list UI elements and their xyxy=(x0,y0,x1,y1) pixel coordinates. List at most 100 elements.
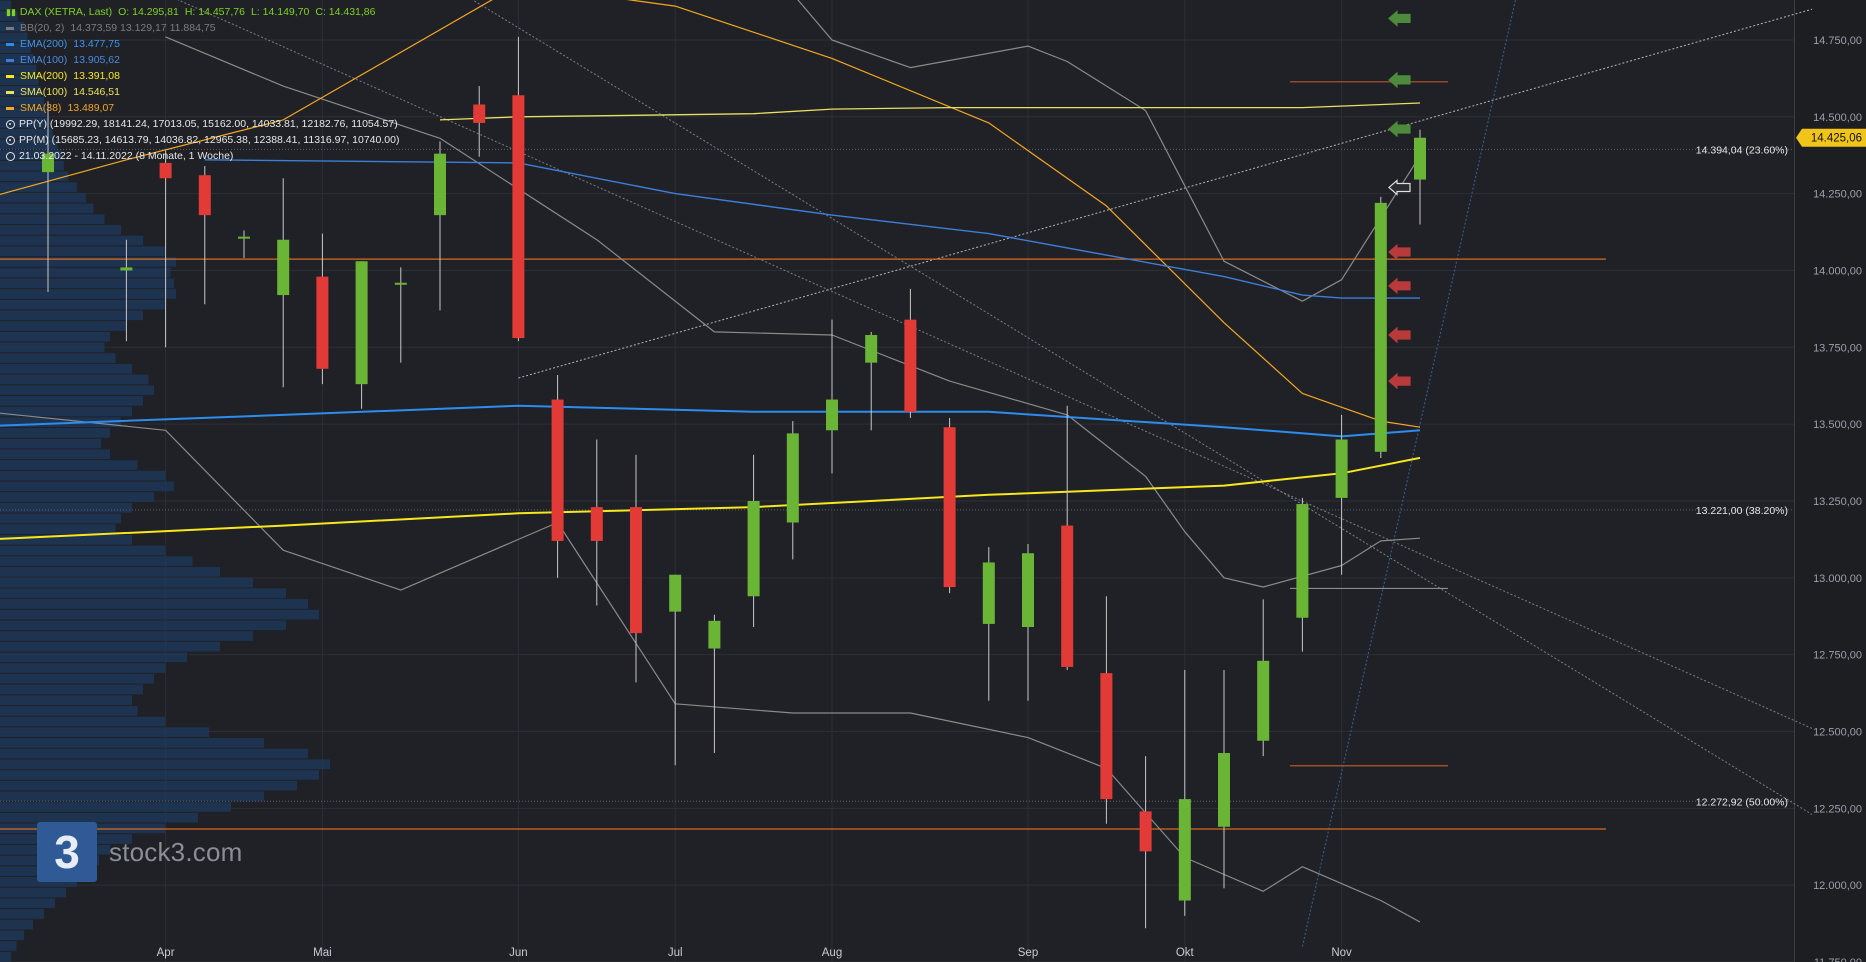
volume-profile-bar xyxy=(0,203,94,214)
legend-ppy[interactable]: PP(Y) (19992.29, 18141.24, 17013.05, 151… xyxy=(6,116,399,132)
volume-profile-bar xyxy=(0,235,143,246)
candle-body[interactable] xyxy=(198,175,211,216)
candle-body[interactable] xyxy=(42,153,54,173)
candle-body[interactable] xyxy=(669,574,682,612)
signal-arrow-icon[interactable] xyxy=(1388,326,1411,344)
legend-main[interactable]: ▮▮ DAX (XETRA, Last) O: 14.295,81 H: 14.… xyxy=(6,4,399,20)
y-axis-tick-label: 14.750,00 xyxy=(1813,35,1862,47)
legend-main-close: C: 14.431,86 xyxy=(315,6,376,18)
volume-profile-bar xyxy=(0,898,55,909)
volume-profile-bar xyxy=(0,139,58,150)
legend-sma200[interactable]: SMA(200) 13.391,08 xyxy=(6,68,399,84)
legend-sma38-value: 13.489,07 xyxy=(67,102,115,114)
logo-text: stock3.com xyxy=(109,836,243,867)
candle-body[interactable] xyxy=(434,153,446,216)
signal-arrow-icon[interactable] xyxy=(1388,372,1411,390)
candle-body[interactable] xyxy=(747,500,760,597)
y-axis-tick-label: 12.750,00 xyxy=(1813,650,1862,662)
signal-arrow-icon[interactable] xyxy=(1388,179,1411,196)
candle-body[interactable] xyxy=(1218,753,1230,827)
volume-profile-bar xyxy=(0,951,11,962)
legend-ppm[interactable]: PP(M) (15685.23, 14613.79, 14036.82, 129… xyxy=(6,132,399,148)
volume-profile-bar xyxy=(0,96,44,107)
candle-body[interactable] xyxy=(316,276,329,369)
legend-ema100-name: EMA(100) xyxy=(20,54,68,66)
candle-body[interactable] xyxy=(1374,202,1387,452)
sma38-line[interactable] xyxy=(0,0,1421,428)
candle-body[interactable] xyxy=(1022,553,1034,627)
legend-sma38[interactable]: SMA(38) 13.489,07 xyxy=(6,100,399,116)
volume-profile-bar xyxy=(0,620,286,631)
candle-body[interactable] xyxy=(120,267,133,271)
volume-profile-bar xyxy=(0,363,132,374)
last-price-tag[interactable] xyxy=(1796,128,1866,147)
trendline[interactable] xyxy=(362,0,1813,815)
candle-body[interactable] xyxy=(1061,525,1074,667)
candle-body[interactable] xyxy=(512,95,525,339)
sma200-line[interactable] xyxy=(0,456,1421,541)
bollinger-band-top[interactable] xyxy=(714,0,1421,302)
candle-body[interactable] xyxy=(277,239,290,296)
legend-ema200-name: EMA(200) xyxy=(20,38,68,50)
volume-profile-bar xyxy=(0,11,18,21)
candle-body[interactable] xyxy=(1257,660,1270,741)
candle-body[interactable] xyxy=(1296,504,1309,618)
volume-profile-bar xyxy=(0,406,132,417)
candle-body[interactable] xyxy=(904,319,917,412)
candle-body[interactable] xyxy=(473,104,486,123)
ema200-line[interactable] xyxy=(204,159,1420,299)
candle-body[interactable] xyxy=(238,236,250,239)
candle-body[interactable] xyxy=(1139,811,1152,852)
legend-sma100-value: 14.546,51 xyxy=(73,86,120,98)
volume-profile-bar xyxy=(0,567,220,577)
candle-body[interactable] xyxy=(1335,439,1348,498)
price-axis-panel[interactable] xyxy=(1794,0,1866,962)
volume-profile-bar xyxy=(0,118,50,128)
volume-profile-bar xyxy=(0,257,176,267)
signal-arrow-icon[interactable] xyxy=(1388,243,1411,261)
signal-arrow-icon[interactable] xyxy=(1388,10,1411,27)
candle-body[interactable] xyxy=(394,282,407,285)
candle-body[interactable] xyxy=(1178,799,1191,901)
volume-profile-bar xyxy=(0,759,330,770)
candle-body[interactable] xyxy=(982,562,995,624)
legend-ema200[interactable]: EMA(200) 13.477,75 xyxy=(6,36,399,52)
candle-body[interactable] xyxy=(630,507,642,634)
x-axis-month-label: Okt xyxy=(1176,947,1195,959)
y-axis-tick-label: 13.000,00 xyxy=(1813,573,1862,585)
candle-body[interactable] xyxy=(826,399,838,431)
legend-main-high: H: 14.457,76 xyxy=(184,6,245,18)
legend-bb[interactable]: BB(20, 2) 14.373,59 13.129,17 11.884,75 xyxy=(6,20,399,36)
candle-body[interactable] xyxy=(1414,137,1426,180)
stock3-logo: 3 stock3.com xyxy=(37,822,243,882)
candle-body[interactable] xyxy=(159,162,172,179)
volume-profile-bar xyxy=(0,331,110,342)
volume-profile-bar xyxy=(0,75,39,86)
legend-bb-values: 14.373,59 13.129,17 11.884,75 xyxy=(70,22,216,34)
candle-body[interactable] xyxy=(943,427,956,588)
candle-body[interactable] xyxy=(708,620,721,649)
trendline[interactable] xyxy=(518,8,1813,379)
legend-ema100[interactable]: EMA(100) 13.905,62 xyxy=(6,52,399,68)
candle-body[interactable] xyxy=(590,507,603,541)
candle-body[interactable] xyxy=(865,335,878,363)
signal-arrow-icon[interactable] xyxy=(1388,120,1411,138)
bollinger-lower-band[interactable] xyxy=(0,409,1421,923)
candle-body[interactable] xyxy=(1100,673,1113,800)
pivot-icon xyxy=(6,135,15,145)
candlestick-icon: ▮▮ xyxy=(6,7,16,17)
y-axis-tick-label: 12.250,00 xyxy=(1813,803,1862,815)
sma100-line[interactable] xyxy=(439,102,1421,121)
trendline[interactable] xyxy=(1301,0,1537,947)
signal-arrow-icon[interactable] xyxy=(1388,277,1411,295)
volume-profile-bar xyxy=(0,86,41,96)
volume-profile-bar xyxy=(0,577,253,588)
volume-profile-bar xyxy=(0,705,138,716)
candle-body[interactable] xyxy=(355,261,368,385)
legend-sma100[interactable]: SMA(100) 14.546,51 xyxy=(6,84,399,100)
candle-body[interactable] xyxy=(551,399,564,541)
y-axis-tick-label: 13.250,00 xyxy=(1813,496,1862,508)
signal-arrow-icon[interactable] xyxy=(1388,71,1411,89)
candle-body[interactable] xyxy=(786,433,799,523)
